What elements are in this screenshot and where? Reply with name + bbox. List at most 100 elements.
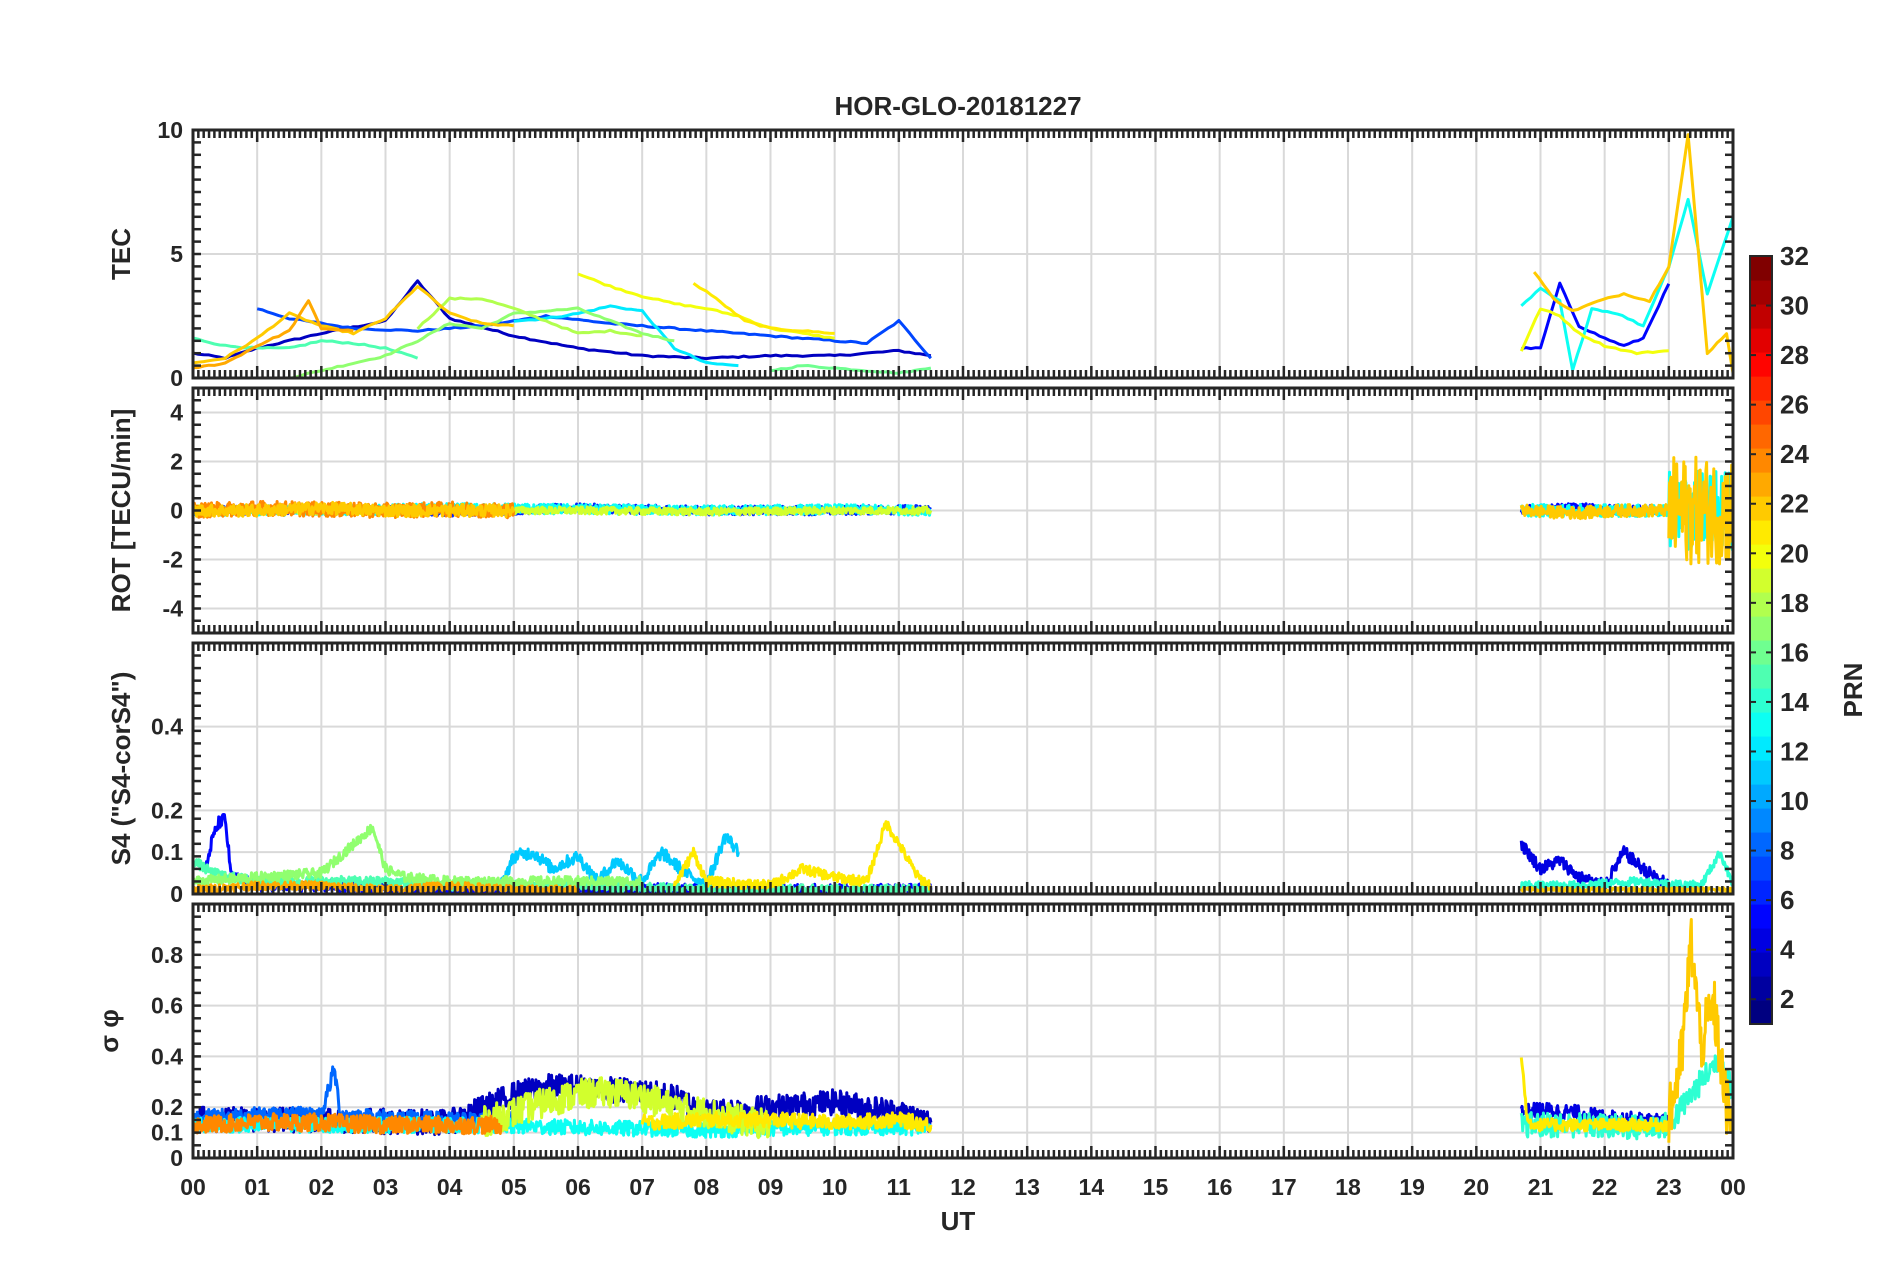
- x-tick-label: 20: [1464, 1174, 1490, 1200]
- y-axis-label: TEC: [106, 228, 136, 280]
- colorbar-tick-label: 28: [1780, 340, 1809, 370]
- y-axis-label: ROT [TECU/min]: [106, 409, 136, 613]
- series-line-prn-20: [1519, 307, 1669, 356]
- x-tick-label: 00: [1720, 1174, 1746, 1200]
- y-tick-label: 10: [157, 117, 183, 143]
- colorbar-segment: [1750, 568, 1772, 593]
- colorbar-segment: [1750, 424, 1772, 449]
- colorbar-segment: [1750, 760, 1772, 785]
- x-tick-label: 15: [1143, 1174, 1169, 1200]
- colorbar-segment: [1750, 712, 1772, 737]
- colorbar-segment: [1750, 808, 1772, 833]
- series-line-prn-21: [640, 1110, 933, 1133]
- series-line-prn-22: [193, 500, 515, 519]
- x-tick-label: 23: [1656, 1174, 1682, 1200]
- colorbar-segment: [1750, 592, 1772, 617]
- series-line-prn-22: [1519, 503, 1670, 521]
- y-tick-label: 0: [170, 881, 183, 907]
- x-tick-label: 05: [501, 1174, 527, 1200]
- series-line-prn-18: [416, 296, 643, 338]
- x-tick-label: 11: [887, 1174, 912, 1200]
- colorbar-tick-label: 24: [1780, 439, 1809, 469]
- series-line-prn-24: [193, 1112, 503, 1136]
- colorbar-segment: [1750, 664, 1772, 689]
- series-line-prn-4: [1519, 840, 1671, 893]
- series-line-prn-7: [256, 307, 932, 360]
- series-group: [193, 455, 1733, 566]
- colorbar-tick-label: 4: [1780, 935, 1795, 965]
- colorbar-segment: [1750, 688, 1772, 713]
- series-group: [193, 133, 1733, 378]
- y-tick-label: 2: [170, 449, 183, 475]
- colorbar-segment: [1750, 448, 1772, 473]
- colorbar-segment: [1750, 376, 1772, 401]
- y-tick-label: 0: [170, 365, 183, 391]
- y-tick-label: 0.4: [151, 714, 183, 740]
- colorbar-segment: [1750, 520, 1772, 545]
- colorbar-tick-label: 16: [1780, 637, 1809, 667]
- x-tick-label: 12: [950, 1174, 976, 1200]
- colorbar-segment: [1750, 280, 1772, 305]
- tick-marks: [191, 641, 1735, 896]
- colorbar-segment: [1750, 856, 1772, 881]
- colorbar-segment: [1750, 880, 1772, 905]
- colorbar-segment: [1750, 1000, 1772, 1025]
- series-line-prn-17: [193, 823, 644, 888]
- series-line-prn-3: [193, 279, 932, 361]
- colorbar-tick-label: 18: [1780, 588, 1809, 618]
- y-tick-label: 4: [170, 400, 183, 426]
- colorbar-tick-label: 8: [1780, 836, 1794, 866]
- x-tick-label: 18: [1335, 1174, 1361, 1200]
- series-line-prn-21: [692, 282, 835, 335]
- panel-3: 0 0.1 0.2 0.4 S4 ("S4-corS4"): [106, 641, 1735, 907]
- y-axis-label: σ φ: [94, 1009, 124, 1053]
- colorbar-tick-label: 6: [1780, 885, 1794, 915]
- colorbar-segment: [1750, 640, 1772, 665]
- chart-title: HOR-GLO-20181227: [834, 91, 1081, 121]
- tick-marks: [191, 902, 1735, 1160]
- series-line-prn-11: [499, 833, 740, 891]
- series-line-prn-22: [1667, 455, 1733, 566]
- tick-marks: [191, 386, 1735, 635]
- x-tick-label: 17: [1271, 1174, 1297, 1200]
- series-line-prn-23: [193, 299, 354, 370]
- panel-2: -4 -2 0 2 4 ROT [TECU/min]: [106, 386, 1735, 635]
- x-tick-label: 01: [244, 1174, 270, 1200]
- colorbar-tick-label: 14: [1780, 687, 1809, 717]
- series-line-prn-22: [193, 285, 515, 365]
- colorbar-segment: [1750, 304, 1772, 329]
- tick-marks: [191, 128, 1735, 380]
- x-tick-label: 13: [1014, 1174, 1040, 1200]
- x-tick-label: 03: [373, 1174, 399, 1200]
- colorbar-tick-label: 10: [1780, 786, 1809, 816]
- series-line-prn-15: [193, 336, 419, 360]
- colorbar-segment: [1750, 256, 1772, 281]
- y-tick-label: 0.4: [151, 1043, 183, 1069]
- series-line-prn-5: [1520, 281, 1671, 351]
- colorbar-segment: [1750, 496, 1772, 521]
- colorbar-segment: [1750, 352, 1772, 377]
- x-tick-label: 10: [822, 1174, 848, 1200]
- x-tick-label: 16: [1207, 1174, 1233, 1200]
- colorbar-segment: [1750, 328, 1772, 353]
- y-tick-label: 5: [170, 241, 183, 267]
- panel-1: 0 5 10 TEC: [106, 117, 1735, 391]
- y-tick-label: 0.1: [151, 1120, 183, 1146]
- x-tick-label: 21: [1528, 1174, 1554, 1200]
- colorbar-tick-label: 32: [1780, 241, 1809, 271]
- colorbar-label: PRN: [1838, 663, 1868, 718]
- colorbar-tick-label: 22: [1780, 489, 1809, 519]
- x-tick-label: 22: [1592, 1174, 1618, 1200]
- y-tick-label: -4: [163, 596, 184, 622]
- series-line-prn-17: [288, 306, 675, 378]
- x-tick-label: 04: [437, 1174, 463, 1200]
- y-tick-label: 0: [170, 1145, 183, 1171]
- x-tick-label: 02: [309, 1174, 335, 1200]
- x-tick-label: 19: [1399, 1174, 1425, 1200]
- y-tick-label: 0.2: [151, 797, 183, 823]
- colorbar-segment: [1750, 544, 1772, 569]
- series-line-prn-22: [1532, 133, 1733, 374]
- colorbar-tick-label: 12: [1780, 736, 1809, 766]
